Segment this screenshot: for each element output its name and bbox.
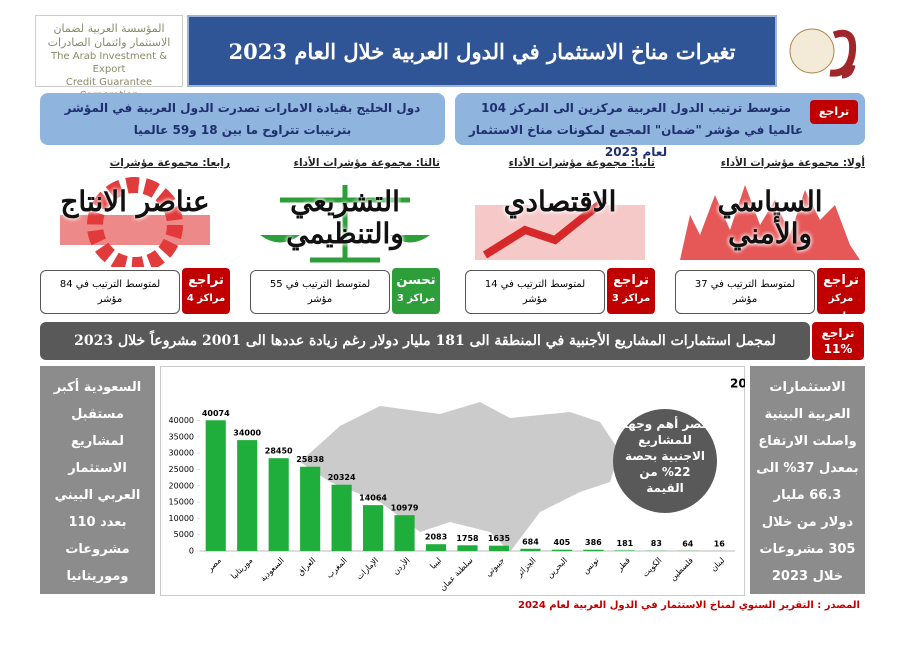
bar xyxy=(615,550,635,551)
logo-seal xyxy=(790,29,834,73)
group-label: ثالثا: مجموعة مؤشرات الأداء xyxy=(250,157,440,169)
group-badge-label: تحسن xyxy=(392,272,440,290)
brand-logo xyxy=(782,15,862,87)
bar xyxy=(457,545,477,551)
chart: تكلفة مشاريع الاستثمار الاجنبي المباشر ف… xyxy=(160,366,745,596)
value-label: 16 xyxy=(714,539,726,548)
summary-text: متوسط ترتيب الدول العربية مركزين الى الم… xyxy=(469,101,803,159)
value-label: 1758 xyxy=(456,534,479,543)
chart-annotation: مصر أهم وجهة للمشاريع الاجنبية بحصة 22% … xyxy=(620,416,710,496)
group-name: الاقتصادي xyxy=(475,186,645,218)
group-label: أولا: مجموعة مؤشرات الأداء xyxy=(675,157,865,169)
summary-box: متوسط ترتيب الدول العربية مركزين الى الم… xyxy=(455,93,865,145)
bar xyxy=(363,505,383,551)
rank-box: لمتوسط الترتيب في 84 مؤشر xyxy=(40,270,180,314)
bar xyxy=(552,550,572,551)
page: {"header": {"title": "تغيرات مناخ الاستث… xyxy=(0,0,900,637)
annotation-wrap: مصر أهم وجهة للمشاريع الاجنبية بحصة 22% … xyxy=(620,416,710,508)
value-label: 28450 xyxy=(265,447,293,456)
y-tick-label: 5000 xyxy=(174,530,194,539)
group-label: ثانيا: مجموعة مؤشرات الأداء xyxy=(465,157,655,169)
bar xyxy=(300,467,320,551)
rank-text: لمتوسط الترتيب في 84 مؤشر xyxy=(49,277,171,307)
value-label: 25838 xyxy=(296,455,324,464)
icon xyxy=(60,215,210,245)
rank-text: لمتوسط الترتيب في 37 مؤشر xyxy=(684,277,806,307)
banner-change: 11% xyxy=(812,341,864,357)
org-logo: المؤسسة العربية لضمان الاستثمار وائتمان … xyxy=(35,15,183,87)
right-panel: الاستثمارات العربية البينية واصلت الارتف… xyxy=(750,366,865,594)
value-label: 684 xyxy=(522,537,539,546)
y-tick-label: 15000 xyxy=(169,498,194,507)
group-label: رابعا: مجموعة مؤشرات xyxy=(40,157,230,169)
value-label: 181 xyxy=(617,539,634,548)
group-change: 3 مراكز xyxy=(607,290,655,308)
org-name-ar: المؤسسة العربية لضمان الاستثمار وائتمان … xyxy=(36,22,182,50)
group-change: مركز واحد xyxy=(817,290,865,326)
group-badge-label: تراجع xyxy=(817,272,865,290)
value-label: 83 xyxy=(651,539,662,548)
group-name: عناصر الانتاج xyxy=(50,186,220,218)
value-label: 34000 xyxy=(233,429,261,438)
left-panel: السعودية أكبر مستقبل لمشاريع الاستثمار ا… xyxy=(40,366,155,594)
value-label: 1635 xyxy=(488,534,511,543)
bar xyxy=(206,420,226,551)
bar xyxy=(332,485,352,551)
summary-badge: تراجع xyxy=(810,100,858,124)
bar xyxy=(269,458,289,551)
value-label: 40074 xyxy=(202,409,230,418)
value-label: 405 xyxy=(554,538,571,547)
y-tick-label: 10000 xyxy=(169,514,194,523)
value-label: 10979 xyxy=(391,504,419,513)
bar xyxy=(394,515,414,551)
summary-note: دول الخليج بقيادة الامارات تصدرت الدول ا… xyxy=(40,93,445,145)
bar xyxy=(520,549,540,551)
value-label: 2083 xyxy=(425,533,447,542)
group-change: 3 مراكز xyxy=(392,290,440,308)
rank-box: لمتوسط الترتيب في 14 مؤشر xyxy=(465,270,605,314)
group-name: التشريعي والتنظيمي xyxy=(260,186,430,250)
group-change: 4 مراكز xyxy=(182,290,230,308)
y-tick-label: 25000 xyxy=(169,465,194,474)
y-tick-label: 40000 xyxy=(169,416,194,425)
group-name: السياسي والأمني xyxy=(685,186,855,250)
y-tick-label: 0 xyxy=(189,547,194,556)
source: المصدر : التقرير السنوي لمناخ الاستثمار … xyxy=(518,600,860,611)
value-label: 14064 xyxy=(359,494,387,503)
y-tick-label: 20000 xyxy=(169,481,194,490)
banner-badge-label: تراجع xyxy=(812,325,864,341)
bar xyxy=(489,546,509,551)
rank-box: لمتوسط الترتيب في 37 مؤشر xyxy=(675,270,815,314)
chart-title: تكلفة مشاريع الاستثمار الاجنبي المباشر ف… xyxy=(730,377,745,392)
banner: لمجمل استثمارات المشاريع الأجنبية في الم… xyxy=(40,322,810,360)
header-title: تغيرات مناخ الاستثمار في الدول العربية خ… xyxy=(187,15,777,87)
rank-text: لمتوسط الترتيب في 14 مؤشر xyxy=(474,277,596,307)
y-tick-label: 30000 xyxy=(169,449,194,458)
rank-box: لمتوسط الترتيب في 55 مؤشر xyxy=(250,270,390,314)
value-label: 386 xyxy=(585,538,602,547)
rank-text: لمتوسط الترتيب في 55 مؤشر xyxy=(259,277,381,307)
y-tick-label: 35000 xyxy=(169,432,194,441)
group-badge-label: تراجع xyxy=(182,272,230,290)
banner-badge: تراجع 11% xyxy=(812,322,864,360)
group-badge-label: تراجع xyxy=(607,272,655,290)
value-label: 64 xyxy=(682,539,694,548)
bar xyxy=(237,440,257,551)
org-name-en: The Arab Investment & Export xyxy=(36,50,182,76)
bar xyxy=(426,544,446,551)
bar xyxy=(583,550,603,551)
value-label: 20324 xyxy=(328,473,356,482)
